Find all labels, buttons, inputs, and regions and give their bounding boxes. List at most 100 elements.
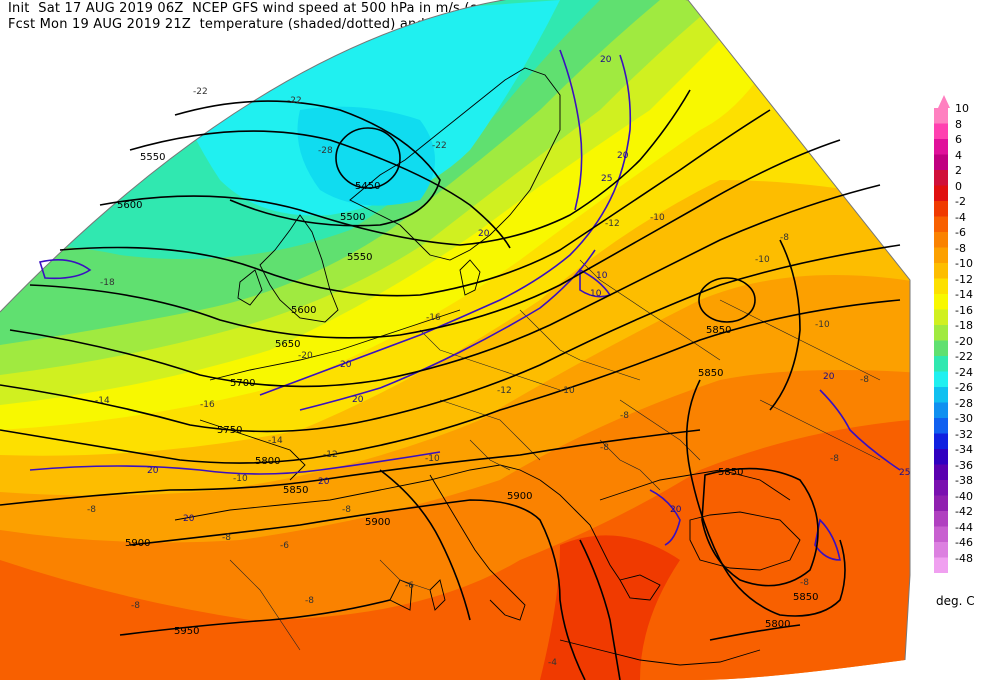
height-label: 5600 (291, 305, 316, 316)
legend-label: 10 (955, 102, 969, 115)
height-label: 5700 (230, 378, 255, 389)
temp-label: -8 (600, 443, 609, 453)
legend-swatch (934, 185, 948, 201)
height-label: 5850 (718, 467, 743, 478)
height-label: 5450 (355, 181, 380, 192)
legend-swatch (934, 139, 948, 155)
legend-swatch (934, 340, 948, 356)
height-labels: 5450 5500 5550 5550 5600 5600 5650 5700 … (117, 152, 818, 637)
height-label: 5600 (117, 200, 142, 211)
temp-label: -10 (650, 213, 665, 223)
legend-swatch (934, 542, 948, 558)
wind-label: 10 (590, 289, 602, 299)
legend-label: -16 (955, 303, 973, 317)
wind-label: 20 (352, 395, 364, 405)
legend-label: -42 (955, 505, 973, 518)
temp-label: -10 (755, 255, 770, 265)
legend-label: -48 (955, 551, 973, 565)
legend-swatch (934, 387, 948, 403)
temp-label: -12 (605, 219, 620, 229)
legend-swatch (934, 402, 948, 418)
legend-swatch (934, 495, 948, 511)
legend-label: -6 (955, 226, 966, 239)
legend-label: -38 (955, 474, 973, 487)
wind-label: 20 (478, 229, 490, 239)
legend-label: -34 (955, 443, 973, 456)
wind-label: 20 (340, 360, 352, 370)
temp-label: -8 (305, 596, 314, 606)
temp-label: -28 (318, 146, 333, 156)
temp-label: -18 (100, 278, 115, 288)
height-label: 5850 (698, 368, 723, 379)
height-label: 5850 (706, 325, 731, 336)
height-label: 5850 (793, 592, 818, 603)
height-label: 5900 (125, 538, 150, 549)
wind-label: 20 (617, 151, 629, 161)
temp-label: -6 (280, 541, 289, 551)
height-label: 5900 (365, 517, 390, 528)
height-label: 5950 (174, 626, 199, 637)
temp-label: -8 (830, 454, 839, 464)
legend-swatch (934, 108, 948, 124)
legend-swatch (934, 371, 948, 387)
temp-label: -20 (298, 351, 313, 361)
legend-swatch (934, 170, 948, 186)
legend-label: -24 (955, 365, 973, 379)
legend-swatch (934, 201, 948, 217)
wind-speed-labels: 20 20 25 20 10 10 20 20 20 20 20 20 25 2… (147, 55, 910, 524)
temp-label: -6 (405, 581, 414, 591)
temp-label: -12 (323, 450, 338, 460)
wind-label: 20 (318, 477, 330, 487)
legend-label: 2 (955, 164, 962, 177)
legend-label: -12 (955, 272, 973, 286)
legend-swatch (934, 294, 948, 310)
legend-swatch (934, 433, 948, 449)
legend-swatch (934, 418, 948, 434)
legend-label: -18 (955, 319, 973, 332)
legend-label: -30 (955, 412, 973, 425)
legend-label: -8 (955, 241, 966, 255)
legend-label: -28 (955, 396, 973, 410)
temp-label: -8 (131, 601, 140, 611)
wind-label: 20 (600, 55, 612, 65)
legend-units: deg. C (936, 594, 975, 608)
temp-label: -10 (425, 454, 440, 464)
legend-swatch (934, 511, 948, 527)
legend-label: -40 (955, 489, 973, 503)
wind-speed-contours (29, 49, 901, 561)
legend-arrow-top (938, 95, 950, 108)
height-label: 5850 (283, 485, 308, 496)
temp-label: -8 (800, 578, 809, 588)
wind-label: 20 (147, 466, 159, 476)
legend-swatch (934, 356, 948, 372)
legend-label: -20 (955, 334, 973, 348)
temp-label: -16 (200, 400, 215, 410)
legend-swatch (934, 464, 948, 480)
legend-label: -10 (955, 257, 973, 270)
legend-swatch (934, 557, 948, 573)
temp-label: -14 (268, 436, 283, 446)
legend-label: -46 (955, 536, 973, 549)
height-label: 5500 (340, 212, 365, 223)
legend-label: -26 (955, 381, 973, 394)
wind-label: 10 (596, 271, 608, 281)
legend-swatch (934, 247, 948, 263)
temp-label: -12 (497, 386, 512, 396)
legend-label: 8 (955, 117, 962, 131)
height-label: 5650 (275, 339, 300, 350)
legend-swatch (934, 154, 948, 170)
geopotential-contours (0, 89, 901, 680)
legend-swatch (934, 216, 948, 232)
legend-label: -14 (955, 288, 973, 301)
temp-label: -4 (548, 658, 557, 668)
temp-label: -16 (426, 313, 441, 323)
legend-label: 4 (955, 148, 962, 162)
legend-swatch (934, 278, 948, 294)
temp-label: -10 (560, 386, 575, 396)
wind-label: 25 (601, 174, 612, 184)
color-legend (934, 95, 950, 573)
legend-swatch (934, 123, 948, 139)
temp-label: -8 (860, 375, 869, 385)
